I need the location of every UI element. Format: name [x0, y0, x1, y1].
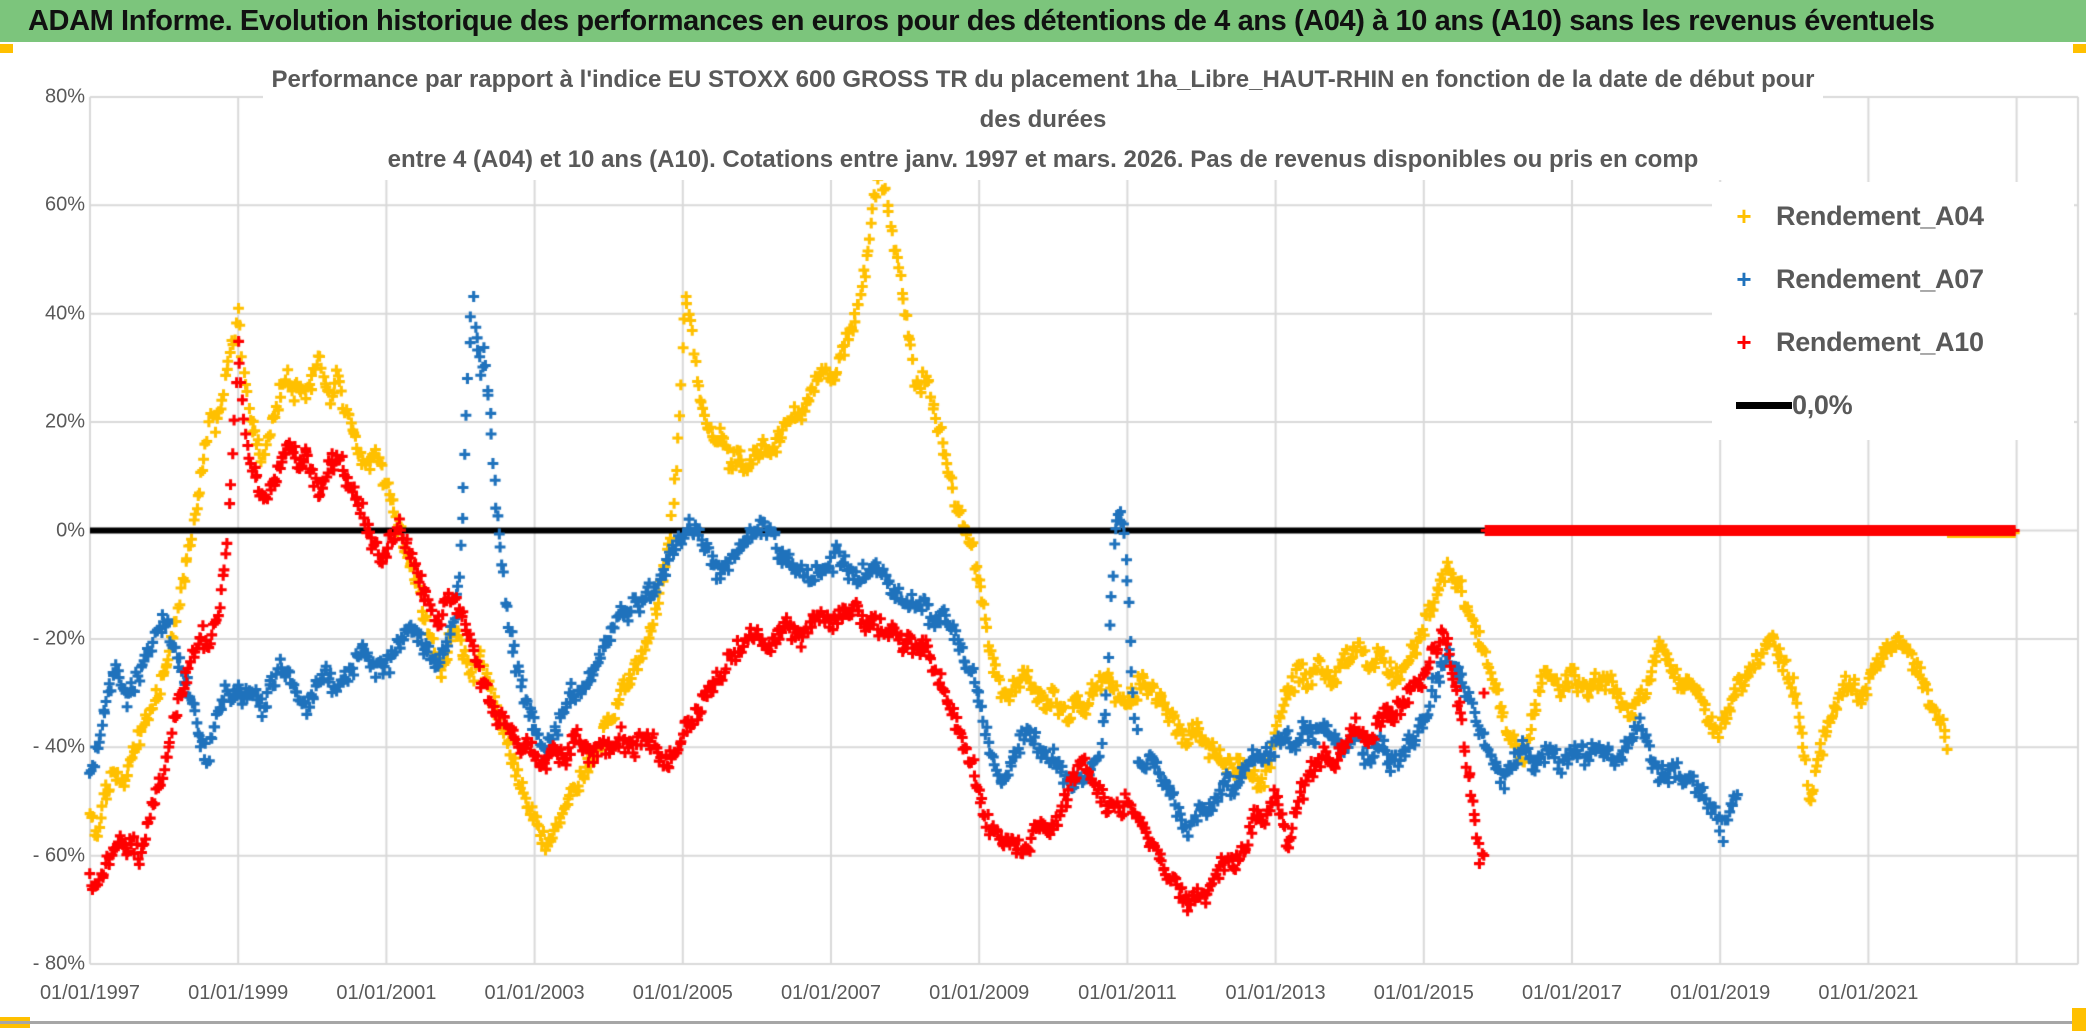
x-tick-label: 01/01/2021 — [1818, 982, 1919, 1004]
x-tick-label: 01/01/2015 — [1373, 982, 1474, 1004]
x-tick-label: 01/01/2013 — [1225, 982, 1326, 1004]
legend-label: Rendement_A10 — [1776, 327, 1984, 358]
x-tick-label: 01/01/2003 — [484, 982, 585, 1004]
y-tick-label: 0% — [56, 519, 85, 541]
bottom-right-accent — [2072, 1008, 2086, 1031]
x-tick-label: 01/01/2009 — [929, 982, 1030, 1004]
y-tick-label: 80% — [44, 85, 85, 108]
x-tick-label: 01/01/2001 — [336, 982, 437, 1004]
x-tick-label: 01/01/2019 — [1670, 982, 1771, 1004]
top-right-accent — [2073, 44, 2086, 53]
legend-label: Rendement_A04 — [1776, 200, 1984, 231]
x-tick-label: 01/01/1999 — [188, 982, 289, 1004]
plus-marker-icon: + — [1736, 200, 1752, 231]
legend-item-zero-line: 0,0% — [1712, 378, 2074, 434]
y-tick-label: 40% — [44, 302, 85, 325]
x-tick-label: 01/01/1997 — [39, 982, 141, 1004]
chart-title: Performance par rapport à l'indice EU ST… — [263, 60, 1823, 180]
legend-item-rendement-a04: + Rendement_A04 — [1712, 188, 2074, 244]
legend-item-rendement-a07: + Rendement_A07 — [1712, 251, 2074, 307]
legend-label: Rendement_A07 — [1776, 263, 1984, 294]
y-tick-label: - 80% — [32, 952, 85, 975]
y-tick-label: 20% — [44, 410, 85, 433]
chart-title-line2: entre 4 (A04) et 10 ans (A10). Cotations… — [387, 146, 1699, 173]
header-bar: ADAM Informe. Evolution historique des p… — [0, 0, 2086, 42]
legend-label: 0,0% — [1792, 390, 1853, 421]
x-tick-label: 01/01/2005 — [632, 982, 733, 1004]
legend-item-rendement-a10: + Rendement_A10 — [1712, 315, 2074, 371]
y-tick-label: - 20% — [32, 627, 85, 650]
y-tick-label: - 40% — [32, 735, 85, 758]
x-tick-label: 01/01/2017 — [1521, 982, 1623, 1004]
plus-marker-icon: + — [1736, 263, 1752, 294]
plus-marker-icon: + — [1736, 327, 1752, 358]
y-tick-label: 60% — [44, 193, 85, 216]
bottom-divider — [0, 1021, 2086, 1024]
zero-line-swatch — [1736, 402, 1792, 410]
legend: + Rendement_A04 + Rendement_A07 + Rendem… — [1712, 182, 2074, 440]
x-tick-label: 01/01/2011 — [1078, 982, 1177, 1004]
chart-title-line1: Performance par rapport à l'indice EU ST… — [271, 66, 1815, 133]
page-title: ADAM Informe. Evolution historique des p… — [28, 4, 1935, 37]
y-tick-label: - 60% — [32, 844, 85, 867]
x-tick-label: 01/01/2007 — [780, 982, 882, 1004]
top-left-accent — [0, 44, 13, 53]
